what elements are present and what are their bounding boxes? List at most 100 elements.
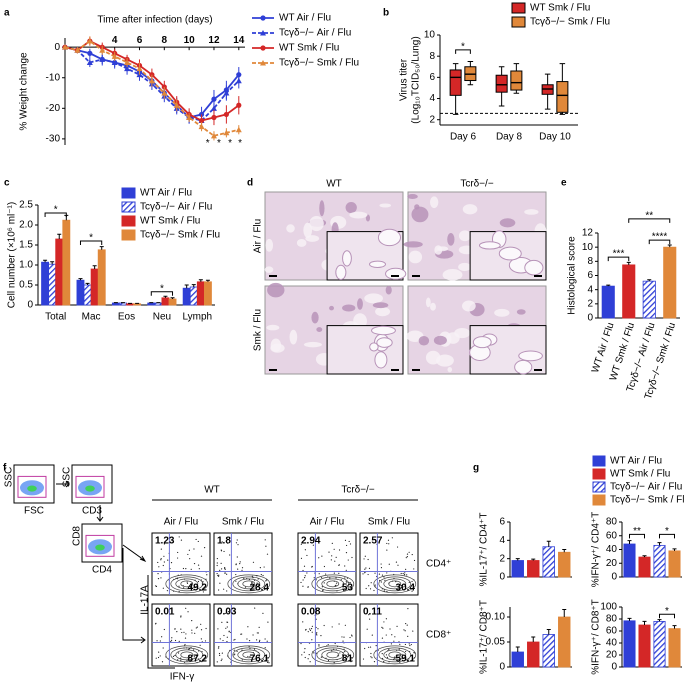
event [369,618,371,620]
event [383,576,385,578]
gating-arrow [96,505,104,522]
event [302,569,304,572]
significance-bracket [44,212,67,217]
event [333,661,335,664]
event [313,577,315,579]
event [337,654,339,656]
event [160,558,162,560]
y-axis-label: Histological score [567,236,578,315]
y-tick-label: 6 [429,72,435,83]
event [254,579,256,582]
event [241,633,243,635]
x-tick-label: 12 [208,35,220,46]
event [264,539,266,541]
event [224,612,226,614]
alveolus [514,359,533,375]
y-tick-label: 20 [606,650,618,661]
event [403,629,405,631]
event [373,589,375,592]
quadrant-value: 59.1 [396,654,416,665]
contour [227,645,271,665]
event [323,582,325,584]
event [180,659,182,661]
event [219,582,221,584]
bar [76,279,85,306]
event [221,652,223,654]
event [220,659,222,662]
y-tick-label: -30 [46,134,61,145]
event [346,581,348,583]
significance-label: * [665,526,669,537]
event [330,559,332,561]
error-bar [657,619,662,622]
gating-arrow [122,544,147,644]
event [333,548,335,550]
bar [161,297,170,306]
event [369,646,372,648]
event [265,580,267,582]
event [404,630,406,632]
x-tick-label: Neu [153,312,171,323]
event [313,652,315,654]
event [399,643,401,645]
legend-swatch [592,494,606,506]
event [154,623,157,625]
event [260,573,262,576]
alveolus [296,238,307,247]
event [206,574,208,576]
event [217,575,220,577]
alveolus [349,211,368,219]
alveolus [408,250,423,264]
y-tick-label: 2 [499,553,505,564]
event [302,621,304,623]
contour [175,649,199,661]
y-tick-label: 2.5 [19,200,33,211]
y-tick-label: 4 [429,93,435,104]
alveolus [303,341,322,348]
legend-swatch [511,16,526,28]
event [406,624,408,626]
y-tick-label: -20 [46,103,61,114]
event [395,561,398,563]
bar [663,246,677,319]
alveolus [267,282,285,298]
event [233,649,235,651]
quadrant-value: 0.11 [363,607,382,618]
event [335,582,338,584]
alveolus [265,238,274,252]
event [385,634,387,636]
event [370,656,372,658]
event [329,577,331,579]
event [335,584,337,586]
quadrant-value: 2.94 [301,536,321,547]
panel-letter: d [247,178,253,189]
x-tick-label: 4 [112,35,118,46]
legend-marker [260,45,266,51]
y-tick-label: 10 [582,242,594,253]
marker [210,105,217,111]
x-tick-label: Day 6 [450,132,477,143]
event [365,567,367,569]
marker [235,77,242,84]
marker [161,90,168,96]
alveolus [418,335,430,346]
event [193,548,195,550]
gate [75,475,105,498]
event [228,630,230,632]
event [224,567,226,569]
event [174,628,176,630]
error-bar [205,279,210,282]
event [172,655,175,657]
event [386,656,389,658]
marker [236,102,242,108]
error-bar [57,233,62,239]
quadrant-value: 30.4 [396,583,416,594]
event [180,628,182,630]
event [373,661,376,663]
event [397,564,399,566]
event [334,642,336,645]
alveolus [430,302,436,311]
y-tick-label: 0.10 [486,612,506,623]
event [304,575,306,577]
